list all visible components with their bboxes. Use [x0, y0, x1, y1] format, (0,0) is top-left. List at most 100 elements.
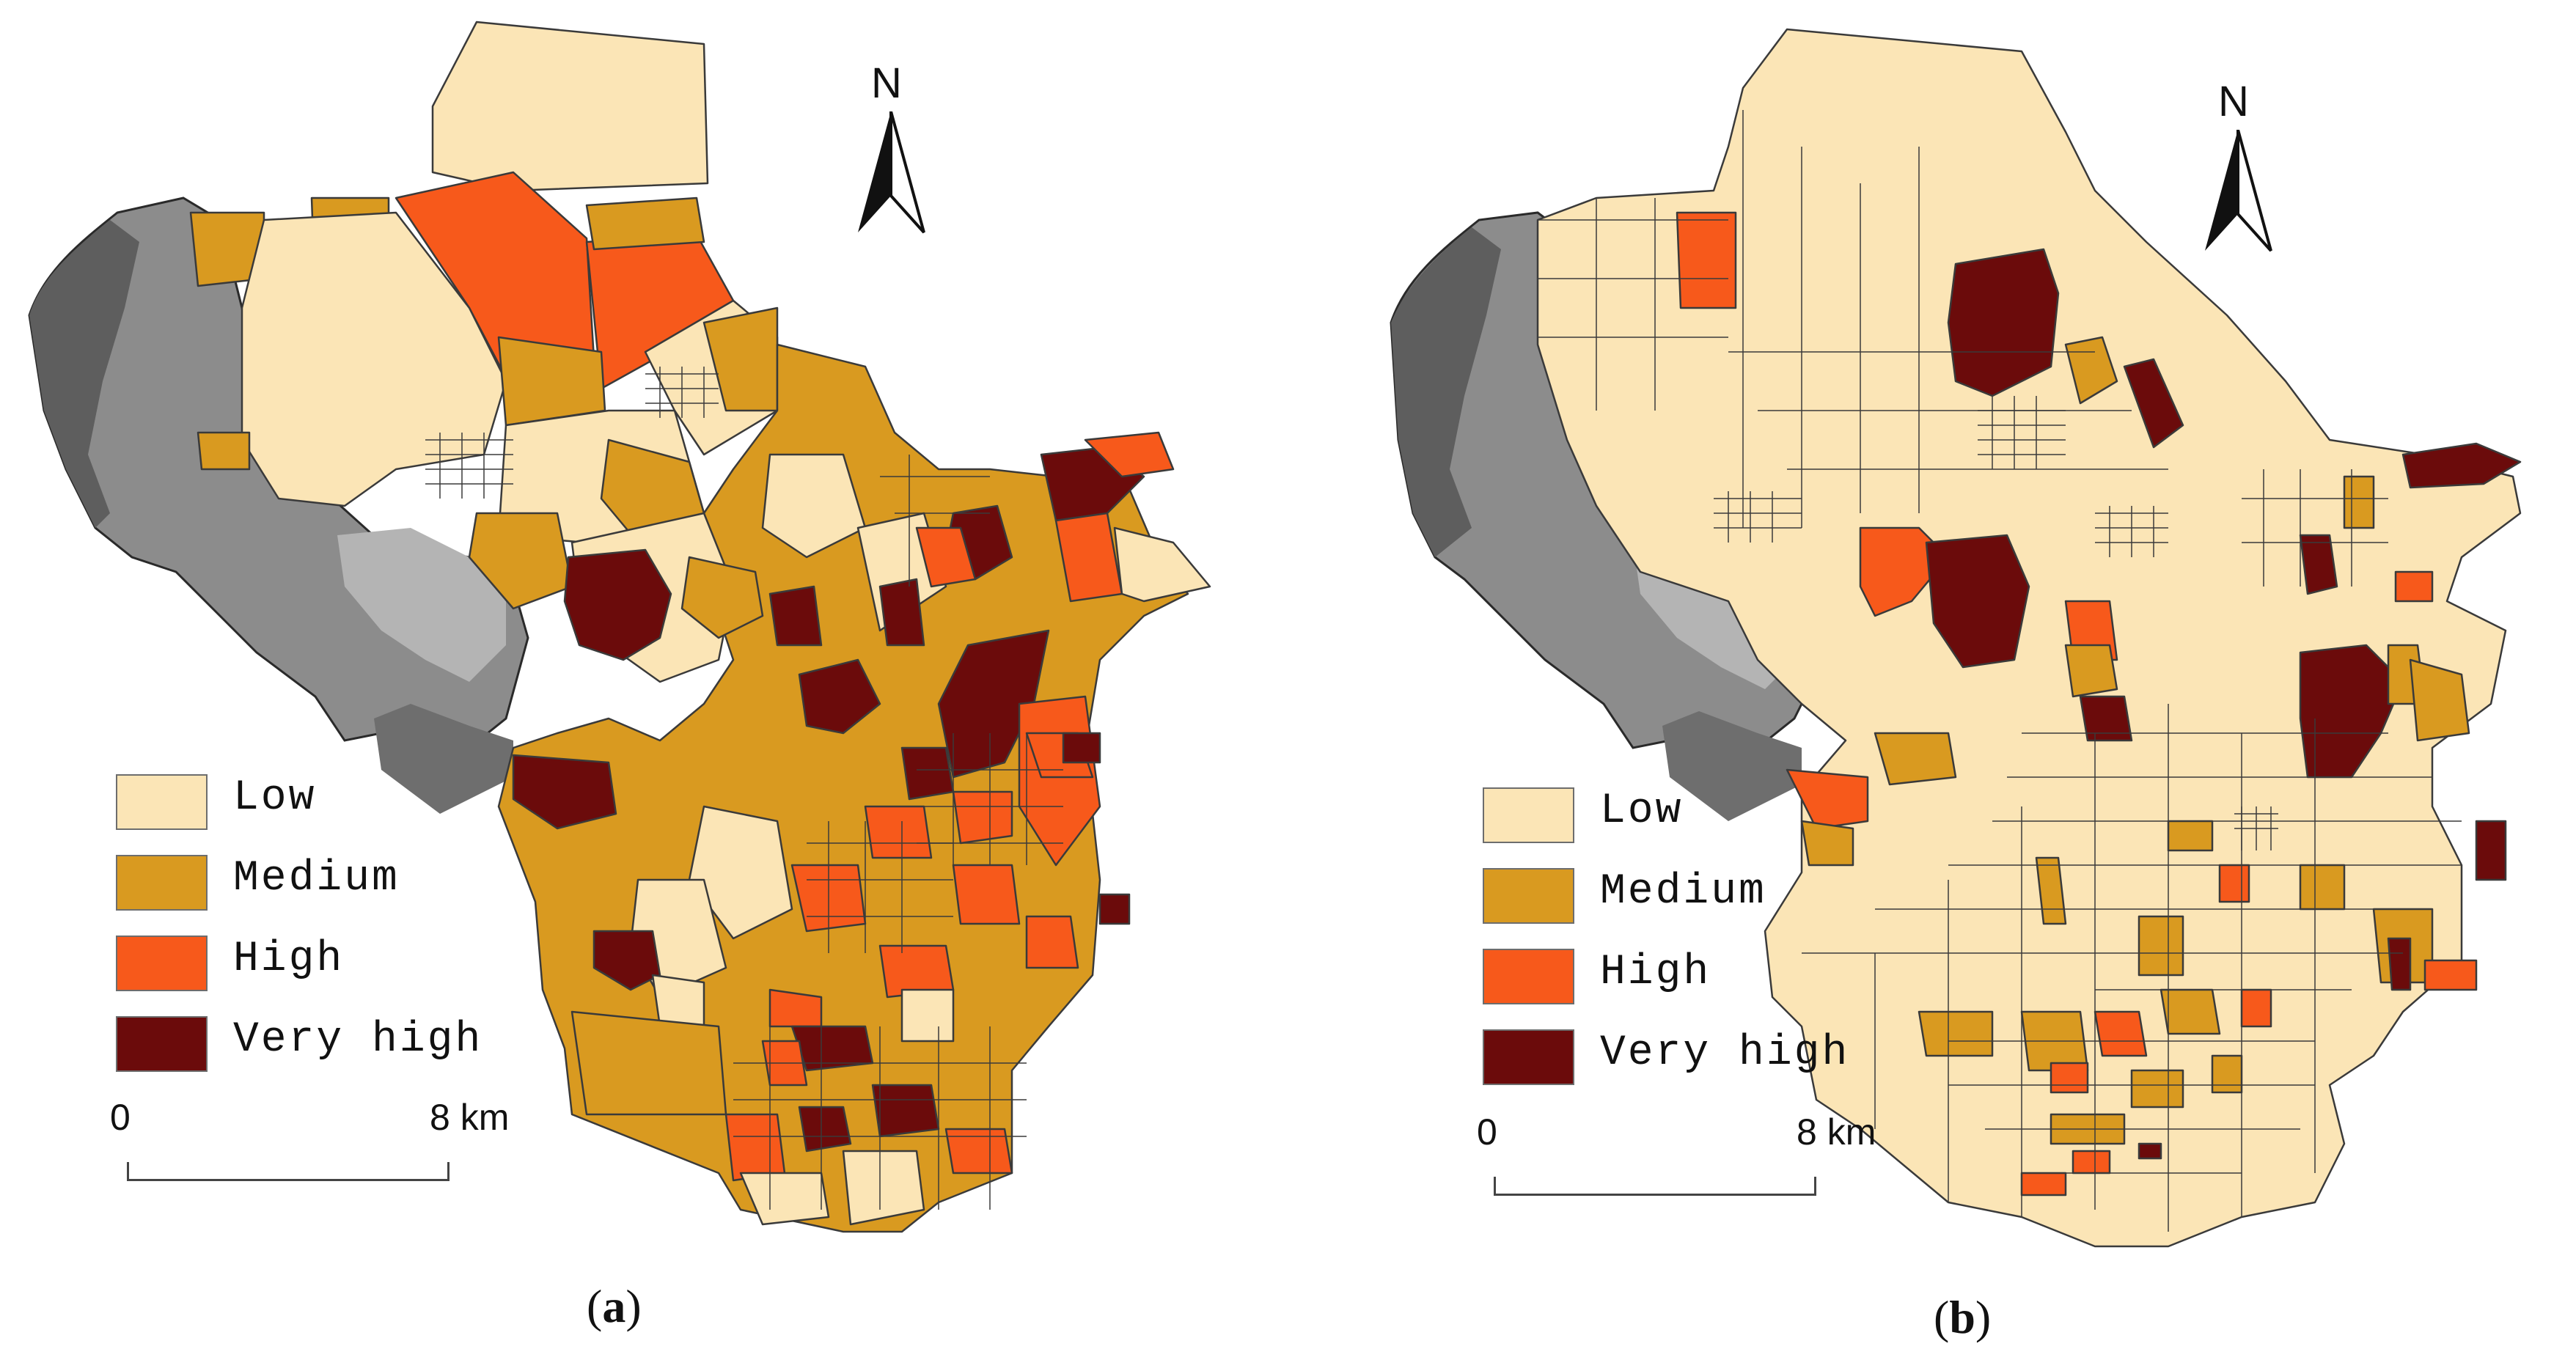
district-high — [952, 864, 1021, 925]
district-medium — [2409, 658, 2470, 742]
legend-label-very-high: Very high — [1600, 1029, 1850, 1077]
map-panel-b: N Low Medium High Very high 0 8 km (b) — [1288, 0, 2576, 1371]
legend-label-medium: Medium — [233, 855, 400, 903]
choropleth-map-a — [28, 21, 1211, 1233]
district-high — [915, 526, 977, 588]
legend-swatch-very-high — [1483, 1029, 1574, 1085]
district-high — [952, 790, 1013, 845]
district-medium — [497, 336, 606, 427]
district-high — [768, 988, 823, 1028]
north-label: N — [2218, 78, 2249, 125]
district-high — [1084, 431, 1175, 478]
scale-line — [127, 1162, 449, 1181]
mountain-relief — [1391, 227, 1501, 557]
district-medium — [468, 512, 573, 610]
legend-label-low: Low — [1600, 787, 1684, 835]
district-medium — [1918, 1010, 1994, 1057]
district-high — [2020, 1172, 2067, 1197]
district-medium — [2211, 1054, 2243, 1094]
north-arrow: N — [851, 59, 931, 235]
mountain-relief — [29, 220, 139, 528]
district-very-high — [798, 658, 881, 735]
district-polygons-b — [1536, 28, 2522, 1248]
legend-swatch-medium — [1483, 868, 1574, 924]
district-very-high — [2138, 1142, 2162, 1160]
district-high — [2394, 570, 2434, 603]
district-low — [761, 453, 867, 559]
district-very-high — [1098, 893, 1131, 925]
legend-label-low: Low — [233, 774, 317, 822]
district-very-high — [2401, 442, 2522, 489]
district-low — [900, 988, 955, 1043]
mountain-relief — [337, 528, 506, 682]
legend-swatch-low — [116, 774, 208, 830]
district-low — [431, 21, 709, 192]
district-medium — [2138, 915, 2184, 977]
panel-label-open: ( — [1934, 1291, 1950, 1343]
legend-label-medium: Medium — [1600, 868, 1766, 916]
district-medium — [2130, 1069, 2184, 1109]
legend-swatch-high — [1483, 949, 1574, 1004]
north-arrow-icon — [858, 111, 925, 234]
district-very-high — [2079, 695, 2133, 742]
district-medium — [2159, 988, 2221, 1035]
district-low — [651, 974, 705, 1028]
legend-swatch-low — [1483, 787, 1574, 843]
district-high — [1025, 915, 1079, 969]
district-very-high — [2475, 820, 2507, 881]
district-high — [2240, 988, 2272, 1028]
district-medium — [2064, 644, 2118, 698]
district-very-high — [768, 585, 823, 647]
district-very-high — [871, 1084, 940, 1138]
district-medium — [197, 431, 251, 471]
north-arrow: N — [2198, 77, 2278, 253]
scale-start-label: 0 — [110, 1097, 131, 1138]
scale-bar-b: 0 8 km — [1477, 1111, 1876, 1206]
district-very-high — [2123, 358, 2184, 449]
legend-label-high: High — [1600, 949, 1711, 996]
legend-swatch-very-high — [116, 1016, 208, 1072]
district-high — [1676, 211, 1737, 309]
district-medium — [2035, 856, 2067, 925]
district-high — [2218, 864, 2250, 903]
district-medium — [680, 556, 764, 639]
north-arrow-icon — [2205, 130, 2272, 252]
district-high — [724, 1113, 786, 1182]
district-low — [739, 1172, 830, 1226]
panel-label-b: (b) — [1934, 1290, 1991, 1345]
district-very-high — [1062, 732, 1101, 764]
scale-line — [1494, 1177, 1816, 1196]
district-very-high — [878, 578, 925, 647]
district-low — [688, 805, 793, 940]
district-very-high — [2299, 534, 2338, 595]
district-very-high — [937, 629, 1050, 779]
scale-bar-a: 0 8 km — [110, 1096, 509, 1191]
district-medium — [585, 196, 705, 251]
legend-label-very-high: Very high — [233, 1016, 483, 1064]
district-very-high — [592, 930, 661, 991]
district-very-high — [1925, 534, 2030, 669]
legend-swatch-medium — [116, 855, 208, 911]
scale-start-label: 0 — [1477, 1111, 1497, 1153]
district-very-high — [798, 1106, 852, 1153]
district-high — [864, 805, 933, 859]
district-very-high — [2387, 937, 2412, 991]
panel-label-letter: a — [602, 1280, 626, 1332]
district-medium — [2167, 820, 2214, 852]
map-panel-a: N Low Medium High Very high 0 8 km (a) — [28, 21, 1211, 1334]
panel-label-a: (a) — [587, 1279, 642, 1334]
mountain-relief — [1662, 711, 1802, 821]
district-high — [1786, 768, 1869, 830]
district-low — [842, 1150, 925, 1226]
district-very-high — [1947, 248, 2060, 397]
district-very-high — [2299, 644, 2404, 779]
district-very-high — [900, 746, 955, 801]
panel-label-close: ) — [1975, 1291, 1992, 1343]
district-medium — [570, 1010, 727, 1116]
district-high — [2423, 959, 2478, 991]
street-grid-a — [425, 367, 1063, 1210]
panel-label-letter: b — [1949, 1291, 1975, 1343]
north-label: N — [871, 59, 902, 107]
district-very-high — [563, 548, 672, 661]
district-medium — [2064, 336, 2118, 405]
